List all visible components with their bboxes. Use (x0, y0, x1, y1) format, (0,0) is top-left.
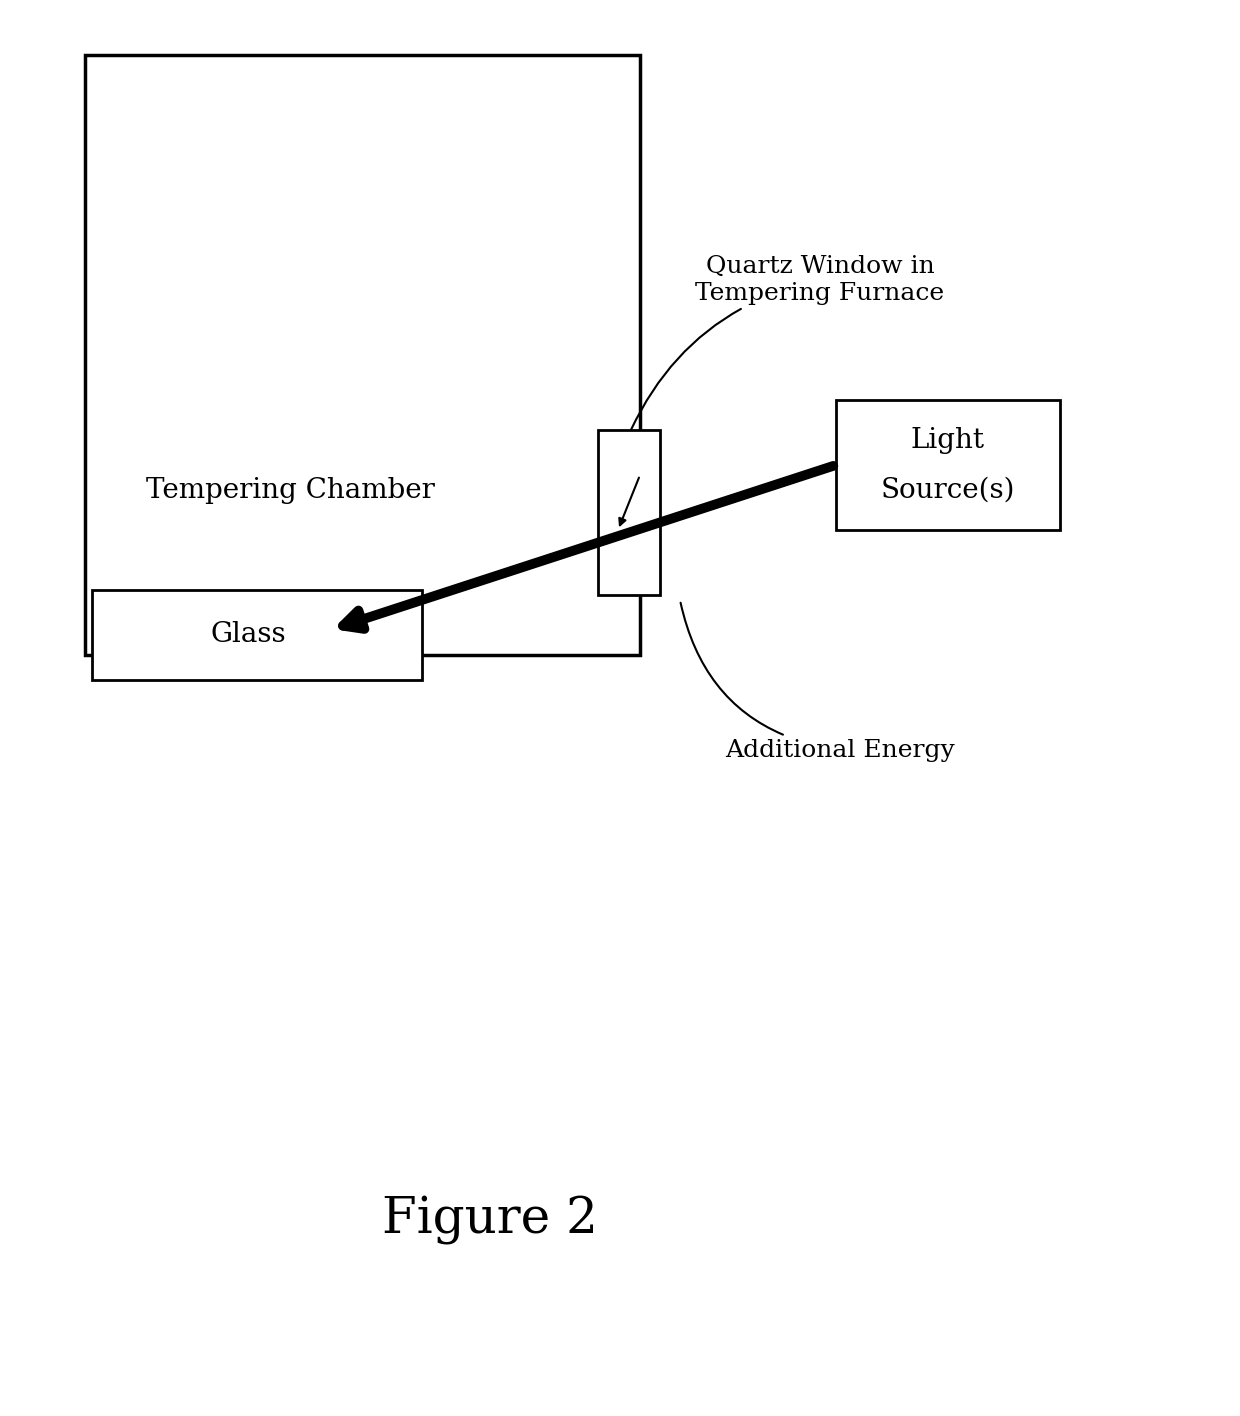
Bar (92, 590, 422, 680)
Text: Quartz Window in
Tempering Furnace: Quartz Window in Tempering Furnace (631, 255, 945, 429)
Text: Glass: Glass (211, 622, 285, 649)
Bar (86, 55, 640, 656)
Text: Additional Energy: Additional Energy (681, 603, 955, 762)
Text: Figure 2: Figure 2 (382, 1195, 598, 1245)
Text: Light: Light (911, 426, 985, 453)
Text: Source(s): Source(s) (880, 477, 1016, 504)
Text: Tempering Chamber: Tempering Chamber (145, 477, 434, 504)
Bar (598, 430, 660, 595)
Bar (836, 399, 1060, 530)
